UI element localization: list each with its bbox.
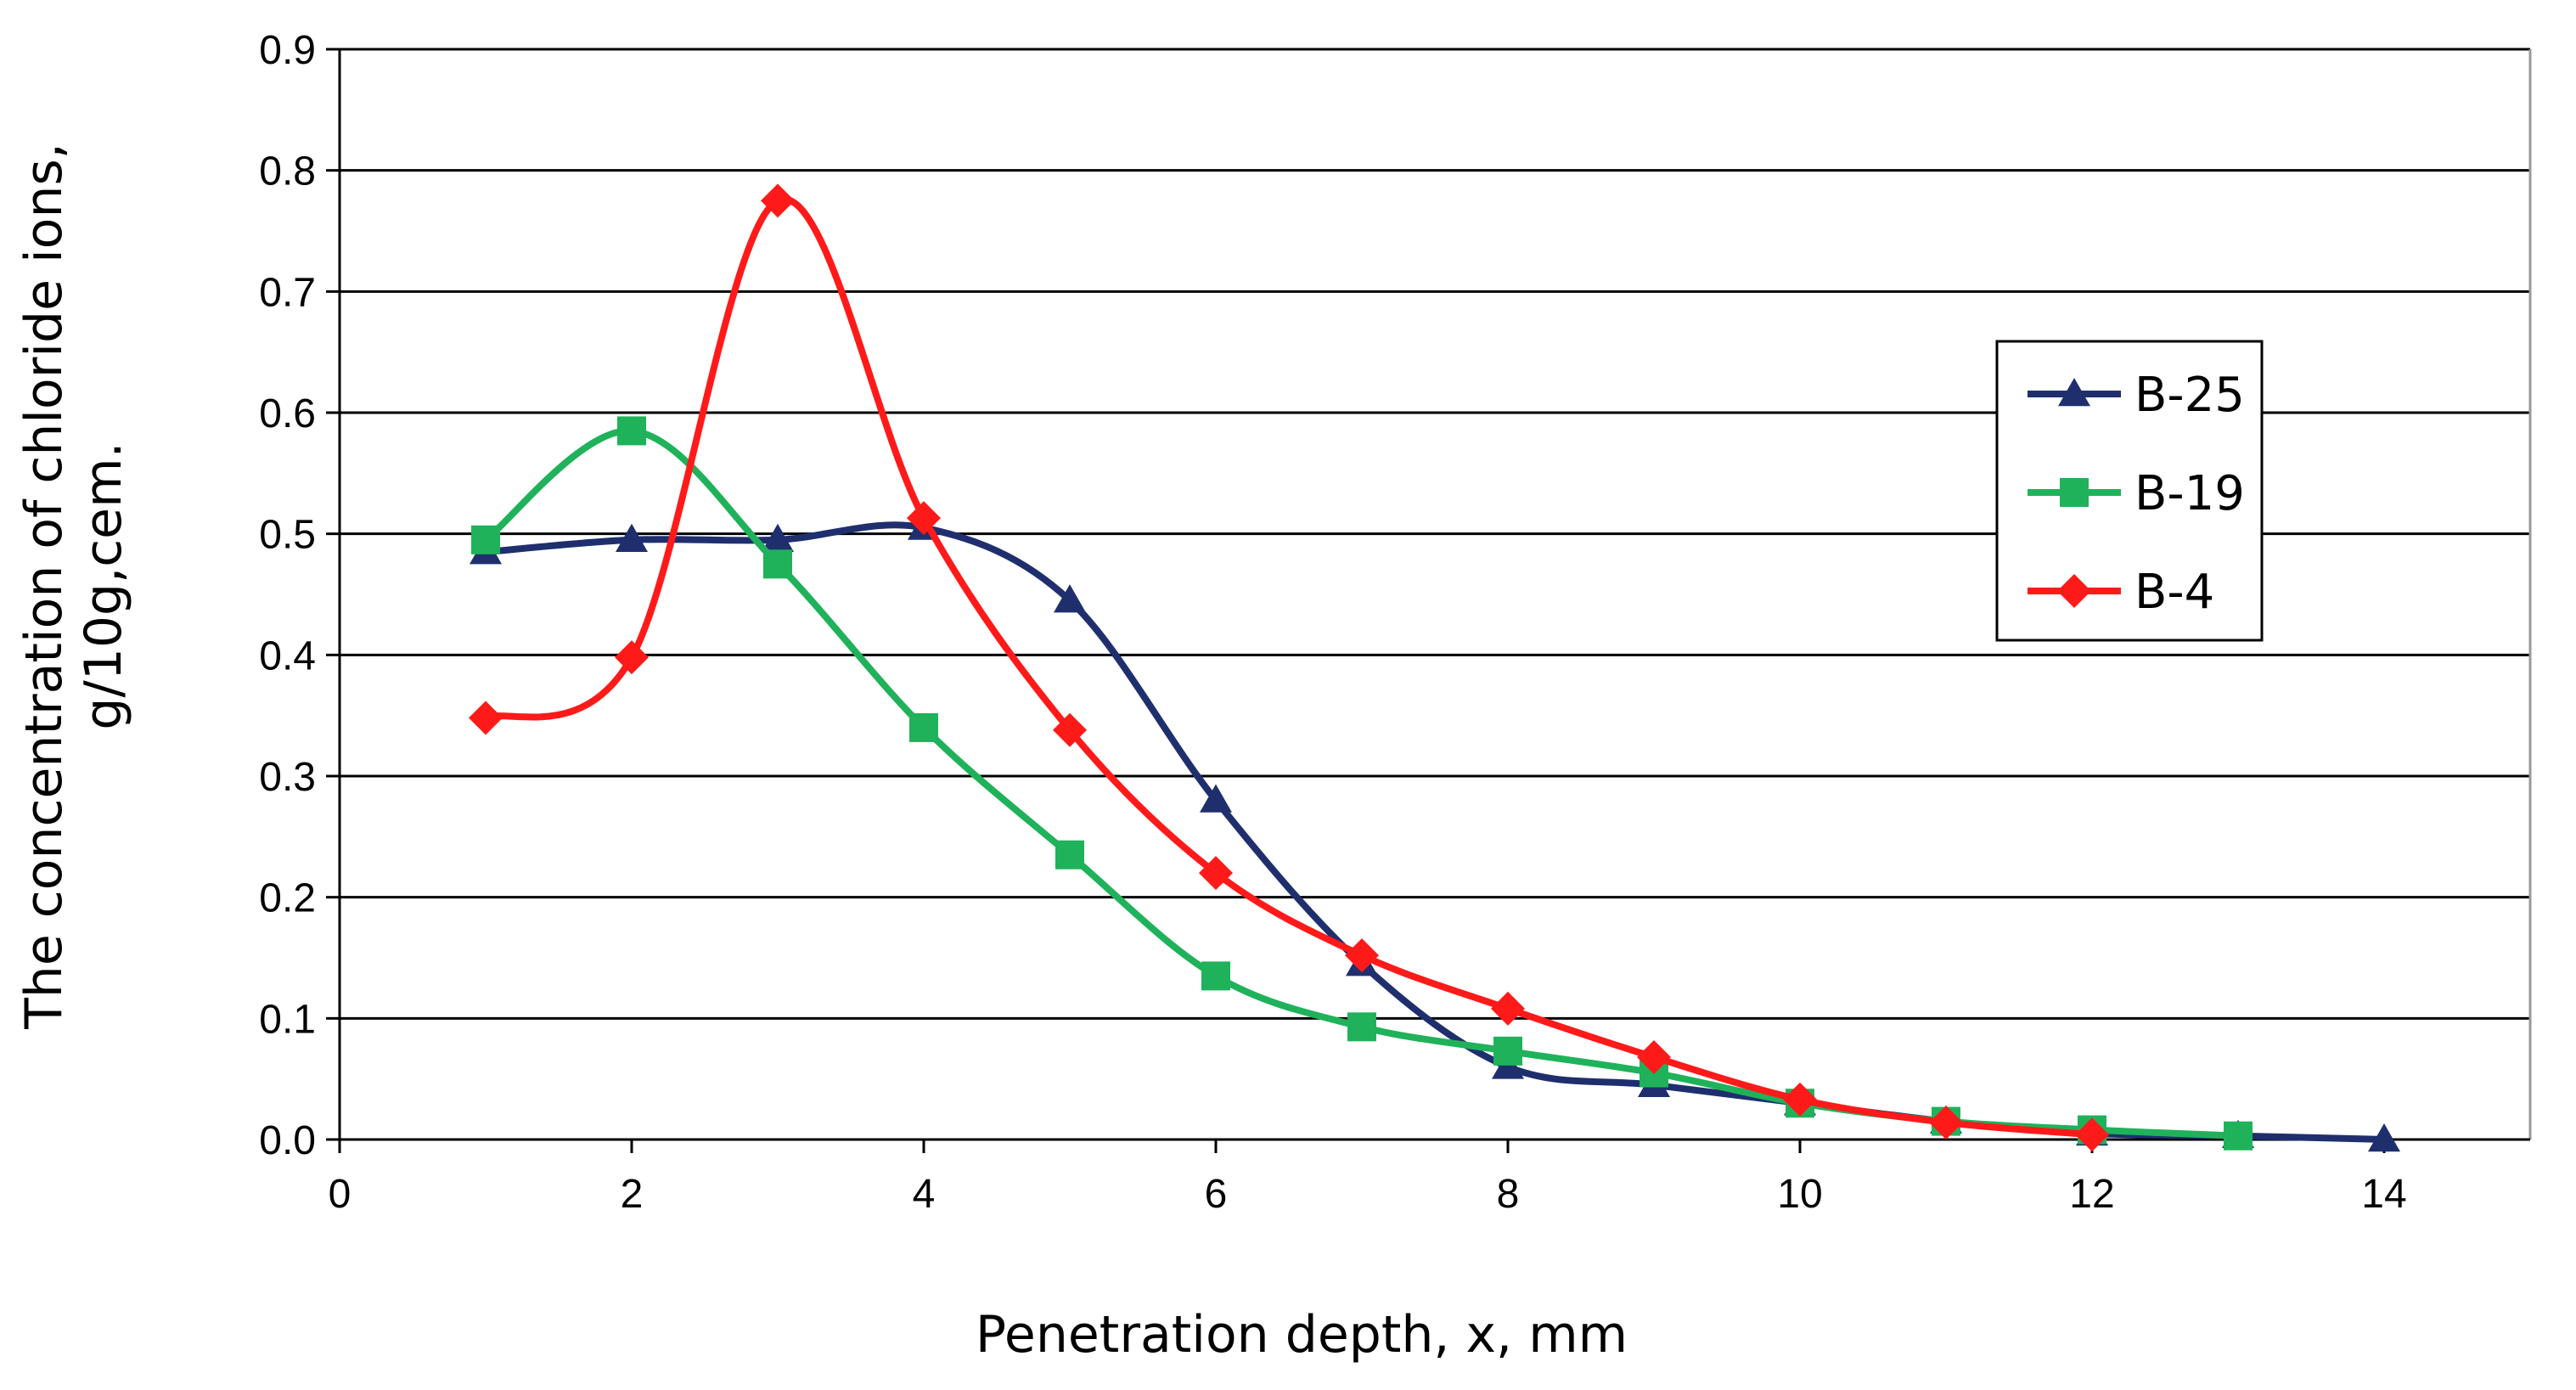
data-point <box>1929 1106 1963 1140</box>
y-axis-title-line-2: g/10g,cem. <box>74 442 133 729</box>
data-point <box>469 701 503 735</box>
data-point <box>2224 1121 2253 1151</box>
data-point <box>1493 1036 1522 1066</box>
data-point <box>1637 1039 1671 1074</box>
data-point <box>1491 991 1525 1026</box>
data-point <box>1347 1012 1376 1042</box>
series-line <box>482 195 2095 1139</box>
y-tick-label: 0.6 <box>259 391 316 436</box>
x-tick-label: 6 <box>1205 1172 1228 1217</box>
x-tick-label: 10 <box>1777 1172 1822 1217</box>
data-point <box>1053 712 1087 747</box>
y-tick-label: 0.8 <box>259 149 316 194</box>
data-point <box>616 523 648 553</box>
data-point <box>1199 856 1233 891</box>
x-tick-label: 8 <box>1497 1172 1520 1217</box>
data-point <box>1345 938 1379 973</box>
tick-labels: 0.0 0.1 0.2 0.3 0.4 0.5 0.6 0.7 0.8 0.9 0 2 4 6 8 10 12 1… <box>259 28 2406 1217</box>
x-tick-label: 4 <box>913 1172 936 1217</box>
y-tick-label: 0.1 <box>259 997 316 1042</box>
axes <box>326 48 2532 1153</box>
data-point <box>2368 1123 2400 1152</box>
x-axis-title: Penetration depth, x, mm <box>976 1305 1628 1365</box>
legend-entry: B-19 <box>2028 466 2245 521</box>
legend-entry: B-4 <box>2028 565 2214 620</box>
y-tick-label: 0.3 <box>259 755 316 800</box>
y-tick-label: 0.7 <box>259 270 316 315</box>
data-point <box>761 183 795 218</box>
data-point <box>762 523 794 553</box>
series-B-19 <box>471 416 2253 1151</box>
data-point <box>471 525 500 554</box>
x-tick-label: 0 <box>329 1172 352 1217</box>
series <box>469 183 2400 1152</box>
y-tick-label: 0.4 <box>259 633 316 678</box>
legend-marker <box>2060 478 2089 507</box>
legend-marker <box>2058 378 2090 407</box>
y-tick-label: 0.0 <box>259 1118 316 1163</box>
legend-label: B-4 <box>2134 565 2214 620</box>
legend-marker <box>2057 574 2091 608</box>
x-tick-label: 12 <box>2069 1172 2114 1217</box>
series-B-4 <box>469 183 2109 1152</box>
legend: B-25 B-19 B-4 <box>1995 340 2264 642</box>
data-point <box>1054 584 1086 613</box>
data-point <box>1200 784 1232 813</box>
data-point <box>1055 840 1084 869</box>
data-point <box>1201 961 1230 991</box>
y-tick-label: 0.9 <box>259 28 316 73</box>
x-tick-label: 14 <box>2361 1172 2406 1217</box>
legend-entry: B-25 <box>2028 368 2245 423</box>
data-point <box>1783 1082 1817 1117</box>
legend-label: B-25 <box>2134 368 2245 423</box>
legend-label: B-19 <box>2134 466 2245 521</box>
data-point <box>615 640 649 675</box>
y-tick-label: 0.2 <box>259 876 316 921</box>
y-axis-title: The concentration of chloride ions, g/10… <box>14 143 133 1030</box>
data-point <box>2075 1117 2109 1152</box>
y-tick-label: 0.5 <box>259 513 316 558</box>
data-point <box>763 549 792 579</box>
data-point <box>909 712 938 742</box>
data-point <box>617 416 646 446</box>
x-tick-label: 2 <box>621 1172 644 1217</box>
data-point <box>907 501 941 536</box>
y-axis-title-line-1: The concentration of chloride ions, <box>14 143 74 1030</box>
